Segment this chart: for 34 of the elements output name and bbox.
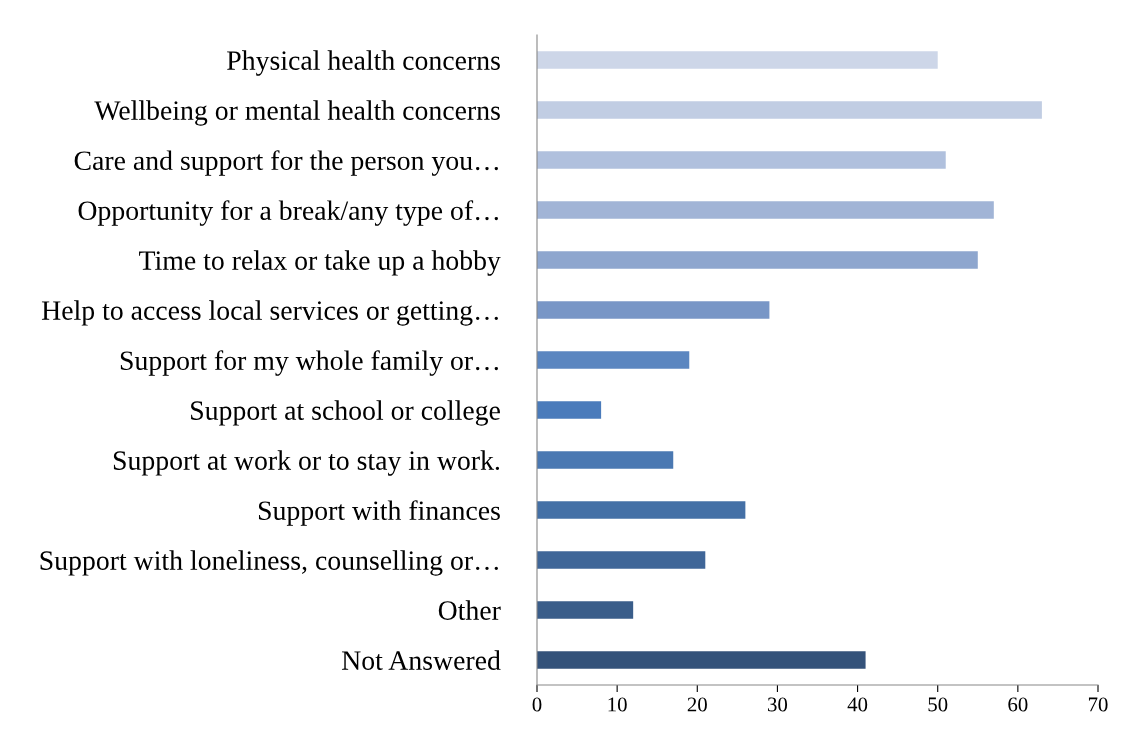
bar: [537, 601, 634, 619]
y-tick-label: Support with finances: [258, 500, 500, 526]
y-tick-label: Opportunity for a break/any type of…: [78, 200, 498, 226]
y-tick-label: Support for my whole family or…: [120, 350, 498, 376]
x-tick-label: 20: [687, 697, 707, 712]
y-tick-label: Not Answered: [341, 650, 501, 670]
x-tick-label: 60: [1008, 697, 1028, 712]
y-tick-label: Physical health concerns: [227, 50, 500, 76]
x-tick-label: 40: [847, 697, 868, 712]
x-tick-label: 70: [1088, 697, 1108, 712]
bar: [537, 401, 602, 419]
y-tick-label: Help to access local services or getting…: [41, 300, 498, 326]
x-tick-label: 10: [608, 697, 627, 712]
y-tick-label: Support at work or to stay in work.: [113, 450, 500, 476]
bar: [537, 651, 866, 669]
y-tick-label: Other: [438, 600, 501, 620]
bar: [537, 451, 674, 469]
bar: [537, 51, 938, 69]
bar: [537, 501, 746, 519]
y-tick-label: Support at school or college: [191, 400, 500, 426]
x-tick-label: 50: [928, 697, 948, 712]
y-tick-label: Support with loneliness, counselling or…: [40, 550, 498, 576]
bar: [537, 101, 1042, 119]
bar: [537, 201, 994, 219]
bar: [537, 351, 690, 369]
bar: [537, 151, 946, 169]
bar: [537, 301, 770, 319]
y-tick-label: Time to relax or take up a hobby: [139, 250, 501, 276]
x-tick-label: 30: [768, 697, 788, 712]
y-tick-label: Wellbeing or mental health concerns: [94, 100, 500, 126]
bar: [537, 551, 706, 569]
x-tick-label: 0: [532, 697, 542, 712]
bar: [537, 251, 978, 269]
y-tick-label: Care and support for the person you…: [74, 150, 498, 176]
